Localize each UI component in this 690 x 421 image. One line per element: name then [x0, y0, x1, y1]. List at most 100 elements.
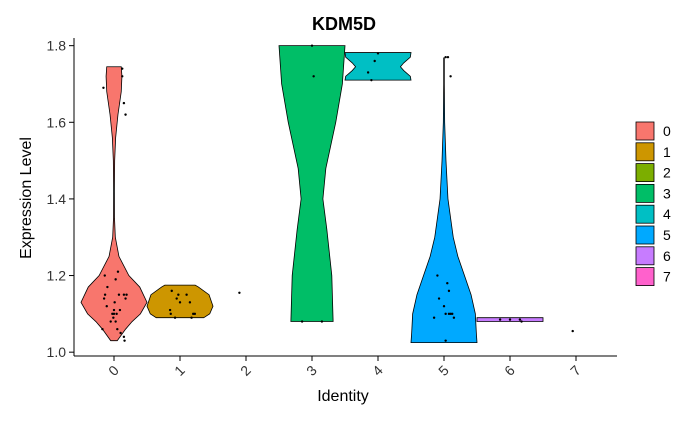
data-point	[119, 331, 122, 335]
data-point	[320, 320, 324, 323]
data-point	[193, 312, 197, 316]
y-tick-label: 1.6	[47, 114, 67, 130]
data-point	[102, 297, 106, 300]
data-point	[103, 274, 106, 277]
data-point	[446, 55, 450, 59]
y-axis-title: Expression Level	[18, 137, 35, 259]
y-tick-label: 1.8	[47, 38, 67, 54]
chart-title: KDM5D	[312, 14, 376, 34]
legend-swatch	[635, 142, 655, 162]
data-point	[170, 289, 173, 293]
data-point	[123, 339, 126, 342]
data-point	[447, 289, 451, 293]
data-point	[373, 59, 376, 63]
x-axis-title: Identity	[317, 388, 369, 405]
data-point	[101, 327, 104, 331]
violin-0	[80, 66, 148, 342]
legend-swatch	[635, 163, 655, 183]
data-point	[444, 312, 447, 316]
data-point	[124, 113, 127, 116]
plot-area	[80, 44, 574, 343]
data-point	[312, 75, 315, 78]
data-point	[112, 312, 116, 316]
data-point	[118, 308, 122, 312]
data-point	[114, 278, 117, 281]
data-point	[437, 297, 441, 300]
data-point	[376, 52, 380, 55]
data-point	[105, 304, 108, 308]
legend-swatch	[635, 183, 655, 203]
data-point	[168, 308, 172, 312]
x-tick-label: 1	[171, 362, 188, 379]
y-tick-label: 1.2	[47, 268, 67, 284]
violin-4	[344, 52, 412, 81]
data-point	[451, 312, 454, 316]
data-point	[122, 101, 126, 105]
data-point	[436, 274, 439, 277]
data-point	[366, 71, 370, 74]
data-point	[111, 312, 114, 316]
x-axis-ticks: 0 1 2 3 4 5 6 7	[105, 356, 584, 379]
legend-label: 1	[663, 144, 671, 160]
y-axis-ticks: 1.0 1.2 1.4 1.6 1.8	[47, 38, 74, 360]
data-point	[498, 318, 502, 321]
data-point	[173, 316, 177, 319]
violin-5	[410, 57, 478, 343]
data-point	[106, 285, 109, 289]
legend-swatch	[635, 225, 655, 245]
data-point	[117, 293, 121, 296]
legend-swatch	[635, 246, 655, 266]
data-point	[446, 282, 449, 285]
x-tick-label: 5	[435, 362, 452, 379]
legend: 0 1 2 3 4 5 6 7	[635, 121, 671, 287]
data-point	[432, 316, 436, 319]
legend-label: 2	[663, 165, 671, 181]
legend-label: 3	[663, 185, 671, 201]
data-point	[192, 312, 195, 316]
x-tick-label: 2	[237, 362, 254, 379]
data-point	[112, 316, 115, 319]
data-point	[449, 75, 452, 78]
violin-3	[278, 45, 346, 322]
data-point	[103, 293, 107, 296]
legend-swatch	[635, 267, 655, 287]
legend-label: 0	[663, 123, 671, 139]
data-point	[124, 297, 127, 300]
data-point	[520, 320, 523, 323]
data-point	[178, 301, 182, 304]
data-point	[238, 291, 241, 294]
data-point	[115, 312, 118, 316]
data-point	[300, 320, 304, 323]
data-point	[112, 308, 116, 312]
data-point	[114, 320, 117, 323]
data-point	[310, 44, 314, 47]
x-tick-label: 7	[567, 362, 584, 379]
data-point	[444, 55, 447, 59]
data-point	[116, 327, 119, 331]
data-point	[185, 293, 188, 296]
data-point	[452, 316, 456, 319]
x-tick-label: 0	[105, 362, 122, 379]
data-point	[122, 335, 126, 339]
data-point	[442, 304, 446, 308]
legend-swatch	[635, 121, 655, 141]
legend-label: 4	[663, 206, 671, 222]
data-point	[122, 293, 126, 296]
x-tick-label: 4	[369, 362, 386, 379]
data-point	[109, 320, 112, 323]
data-point	[113, 301, 116, 304]
legend-swatch	[635, 204, 655, 224]
y-tick-label: 1.0	[47, 344, 67, 360]
y-tick-label: 1.4	[47, 191, 67, 207]
data-point	[102, 86, 105, 90]
data-point	[121, 67, 124, 70]
data-point	[121, 75, 124, 78]
data-point	[169, 312, 172, 316]
legend-label: 6	[663, 248, 671, 264]
data-point	[177, 293, 180, 296]
data-point	[370, 78, 373, 82]
data-point	[518, 318, 522, 321]
data-point	[125, 293, 128, 296]
data-point	[190, 316, 193, 319]
